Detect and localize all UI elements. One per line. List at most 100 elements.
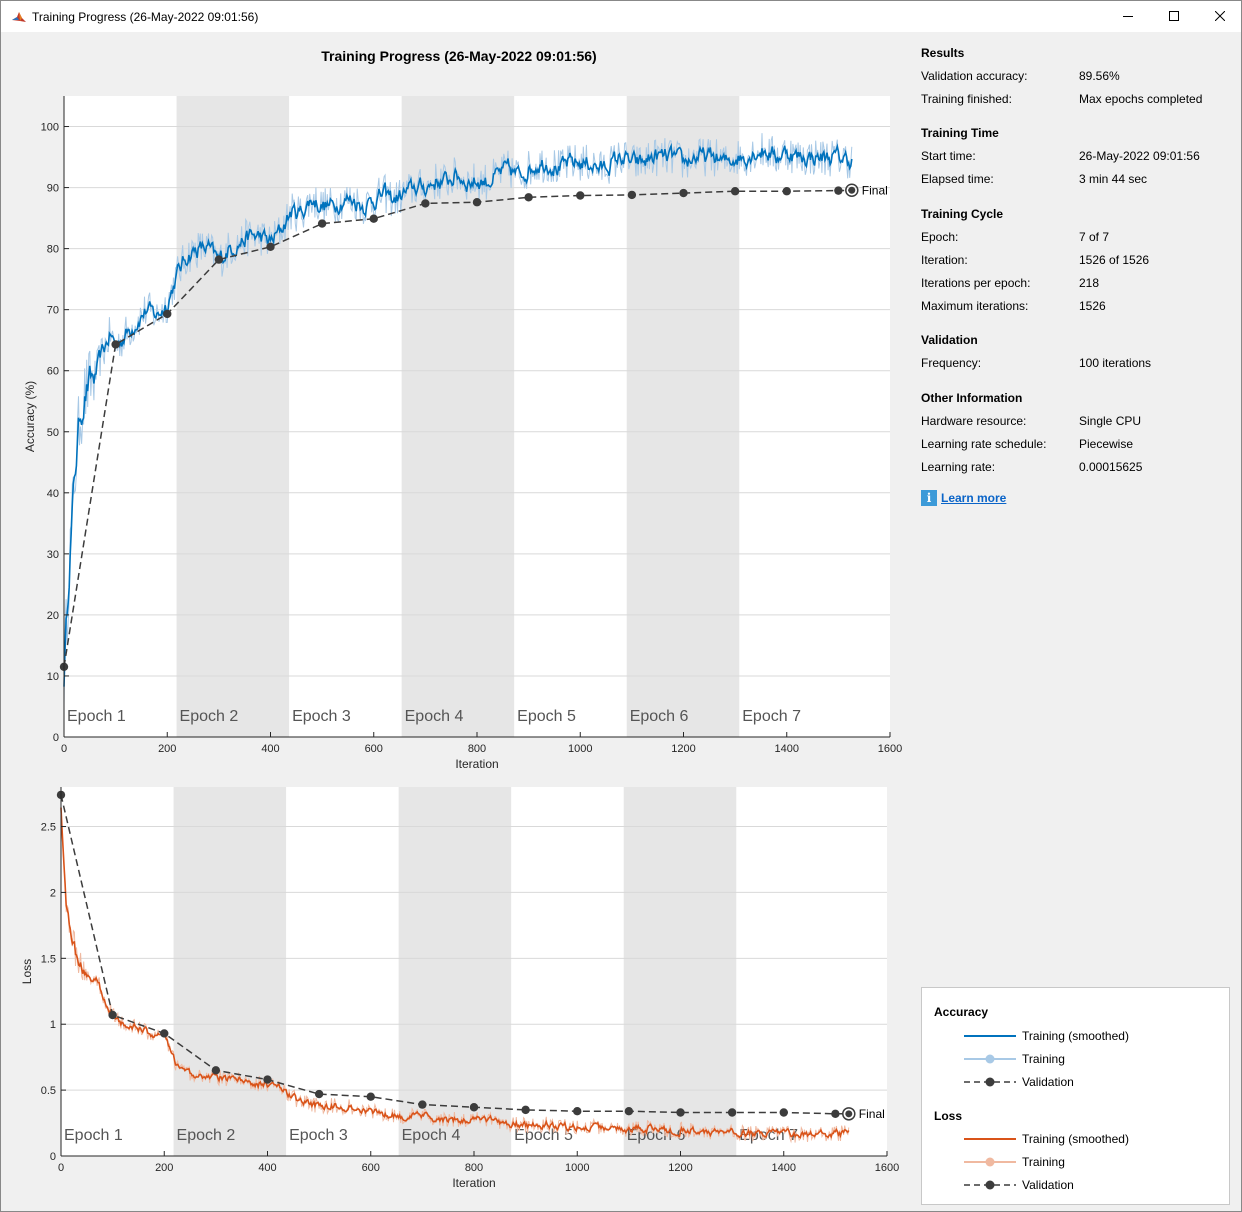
accuracy-validation-point: [782, 187, 791, 196]
accuracy-epoch-label-1: Epoch 1: [67, 708, 126, 725]
loss-epoch-label-1: Epoch 1: [64, 1127, 123, 1144]
validation-accuracy-value: 89.56%: [1079, 69, 1120, 83]
validation-heading: Validation: [921, 333, 978, 347]
maximize-button[interactable]: [1151, 1, 1197, 32]
accuracy-x-tick-label: 1200: [671, 743, 695, 755]
loss-epoch-label-4: Epoch 4: [402, 1127, 461, 1144]
results-heading: Results: [921, 46, 965, 60]
iterations-per-epoch-value: 218: [1079, 276, 1100, 290]
accuracy-training-raw-line: [63, 133, 853, 706]
legend-label: Training: [1022, 1155, 1065, 1169]
accuracy-y-tick-label: 20: [47, 610, 59, 622]
learn-more-link[interactable]: Learn more: [941, 491, 1007, 505]
loss-final-marker: [845, 1110, 853, 1118]
loss-x-tick-label: 0: [58, 1162, 64, 1174]
accuracy-y-tick-label: 90: [47, 183, 59, 195]
accuracy-epoch-label-3: Epoch 3: [292, 708, 351, 725]
iterations-per-epoch-label: Iterations per epoch:: [921, 276, 1031, 290]
accuracy-plot: Epoch 1 Epoch 2 Epoch 3 Epoch 4 Epoch 5 Epoch…: [23, 96, 902, 771]
iteration-value: 1526 of 1526: [1079, 253, 1150, 267]
accuracy-y-tick-label: 10: [47, 671, 59, 683]
loss-epoch-label-5: Epoch 5: [514, 1127, 573, 1144]
accuracy-y-tick-label: 50: [47, 427, 59, 439]
accuracy-validation-point: [730, 187, 740, 196]
plot-title: Training Progress (26-May-2022 09:01:56): [321, 48, 597, 64]
accuracy-epoch-label-6: Epoch 6: [630, 708, 689, 725]
training-cycle-heading: Training Cycle: [921, 207, 1004, 221]
accuracy-x-tick-label: 200: [158, 743, 176, 755]
accuracy-validation-point: [214, 255, 224, 264]
accuracy-epoch-label-2: Epoch 2: [180, 708, 239, 725]
loss-x-tick-label: 600: [362, 1162, 380, 1174]
loss-epoch-label-7: Epoch 7: [739, 1127, 798, 1144]
legend-label: Validation: [1022, 1178, 1074, 1192]
loss-x-tick-label: 200: [155, 1162, 173, 1174]
minimize-button[interactable]: [1105, 1, 1151, 32]
loss-validation-point: [831, 1109, 840, 1119]
title-bar[interactable]: Training Progress (26-May-2022 09:01:56): [1, 1, 1241, 32]
loss-validation-point: [521, 1105, 530, 1115]
loss-validation-point: [211, 1066, 221, 1075]
accuracy-y-tick-label: 60: [47, 366, 59, 378]
loss-y-tick-label: 1.5: [41, 953, 56, 965]
window-title: Training Progress (26-May-2022 09:01:56): [32, 10, 259, 24]
info-icon[interactable]: i: [921, 490, 937, 506]
accuracy-validation-point: [266, 242, 275, 251]
accuracy-x-tick-label: 1400: [775, 743, 799, 755]
accuracy-validation-point: [472, 198, 482, 207]
epoch-value: 7 of 7: [1079, 230, 1110, 244]
maximize-icon: [1169, 11, 1179, 21]
loss-final-marker-ring: [842, 1107, 856, 1121]
close-icon: [1215, 11, 1225, 21]
loss-training-smoothed-line: [60, 807, 850, 1139]
training-finished-label: Training finished:: [921, 92, 1012, 106]
accuracy-final-marker: [848, 186, 856, 194]
legend-dashed-marker-icon: [964, 1180, 1016, 1190]
learning-rate-label: Learning rate:: [921, 460, 996, 474]
accuracy-x-axis-label: Iteration: [455, 757, 498, 771]
matlab-logo-icon: [11, 9, 27, 25]
accuracy-validation-point: [369, 214, 378, 223]
loss-x-tick-label: 400: [258, 1162, 276, 1174]
accuracy-validation-point: [111, 340, 120, 349]
hardware-resource-label: Hardware resource:: [921, 414, 1027, 428]
start-time-value: 26-May-2022 09:01:56: [1079, 149, 1200, 163]
loss-validation-point: [779, 1108, 788, 1117]
loss-y-axis-label: Loss: [20, 959, 34, 984]
accuracy-x-tick-label: 400: [261, 743, 279, 755]
loss-y-tick-label: 2: [50, 887, 56, 899]
accuracy-y-tick-label: 100: [41, 122, 59, 134]
loss-plot: Epoch 1 Epoch 2 Epoch 3 Epoch 4 Epoch 5 Epoch…: [20, 787, 899, 1190]
legend-line-marker-icon: [964, 1157, 1016, 1167]
accuracy-x-tick-label: 600: [365, 743, 383, 755]
loss-x-tick-label: 1200: [668, 1162, 692, 1174]
training-time-heading: Training Time: [921, 126, 999, 140]
legend-loss-title: Loss: [934, 1109, 963, 1123]
accuracy-x-tick-label: 0: [61, 743, 67, 755]
accuracy-y-tick-label: 80: [47, 244, 59, 256]
accuracy-training-smoothed-line: [63, 142, 853, 687]
iteration-label: Iteration:: [921, 253, 968, 267]
loss-y-tick-label: 2.5: [41, 822, 56, 834]
frequency-value: 100 iterations: [1079, 356, 1152, 370]
close-button[interactable]: [1197, 1, 1242, 32]
legend-dashed-marker-icon: [964, 1077, 1016, 1087]
elapsed-time-label: Elapsed time:: [921, 172, 994, 186]
maximum-iterations-label: Maximum iterations:: [921, 299, 1029, 313]
learning-rate-value: 0.00015625: [1079, 460, 1143, 474]
legend-label: Training (smoothed): [1022, 1132, 1129, 1146]
maximum-iterations-value: 1526: [1079, 299, 1106, 313]
loss-epoch-label-2: Epoch 2: [177, 1127, 236, 1144]
accuracy-validation-point: [524, 193, 533, 202]
loss-epoch-band-6: [623, 787, 737, 1156]
accuracy-y-tick-label: 40: [47, 488, 59, 500]
legend-line-icon: [964, 1035, 1016, 1037]
legend-label: Validation: [1022, 1075, 1074, 1089]
validation-accuracy-label: Validation accuracy:: [921, 69, 1028, 83]
loss-x-tick-label: 800: [465, 1162, 483, 1174]
accuracy-final-label: Final: [862, 183, 888, 197]
elapsed-time-value: 3 min 44 sec: [1079, 172, 1148, 186]
minimize-icon: [1123, 16, 1133, 17]
loss-validation-point: [263, 1075, 272, 1084]
loss-validation-point: [108, 1010, 117, 1020]
